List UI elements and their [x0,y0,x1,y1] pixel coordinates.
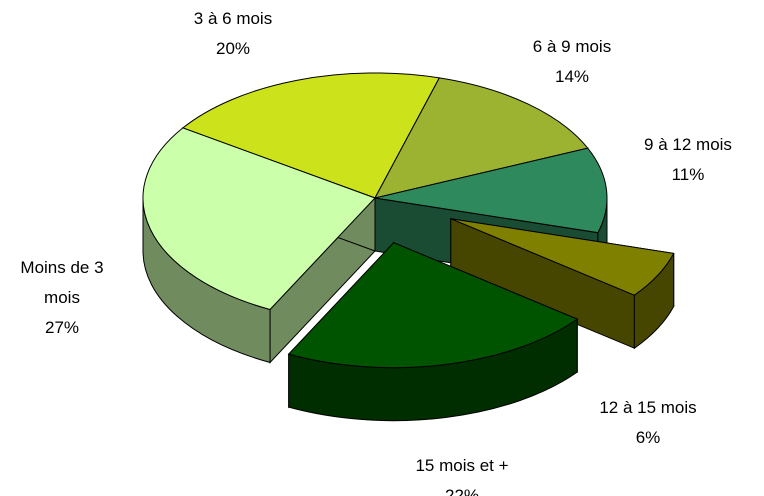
data-label: 15 mois et + 22% [387,451,537,496]
data-label: Moins de 3 mois 27% [7,253,117,343]
slice-top [374,77,589,199]
slice-top [287,242,579,369]
value-label: 14% [554,67,590,86]
category-label: 3 à 6 mois [193,9,273,28]
slice-top [374,147,608,234]
pie-slice [287,241,579,422]
slice-top [181,72,441,199]
value-label: 22% [444,486,480,496]
category-label: 6 à 9 mois [532,37,612,56]
category-label: Moins de 3 mois [20,258,104,307]
data-label: 3 à 6 mois 20% [158,4,308,64]
pie-slice [450,217,675,350]
pie-slice [142,127,376,364]
data-label: 12 à 15 mois 6% [573,393,723,453]
value-label: 20% [215,39,251,58]
category-label: 9 à 12 mois [644,135,732,154]
value-label: 6% [635,428,661,447]
value-label: 27% [44,318,80,337]
category-label: 15 mois et + [415,456,509,475]
slice-top [142,127,376,311]
category-label: 12 à 15 mois [599,398,697,417]
data-label: 9 à 12 mois 11% [613,130,763,190]
slice-top [450,218,675,296]
value-label: 11% [671,165,705,184]
data-label: 6 à 9 mois 14% [497,32,647,92]
